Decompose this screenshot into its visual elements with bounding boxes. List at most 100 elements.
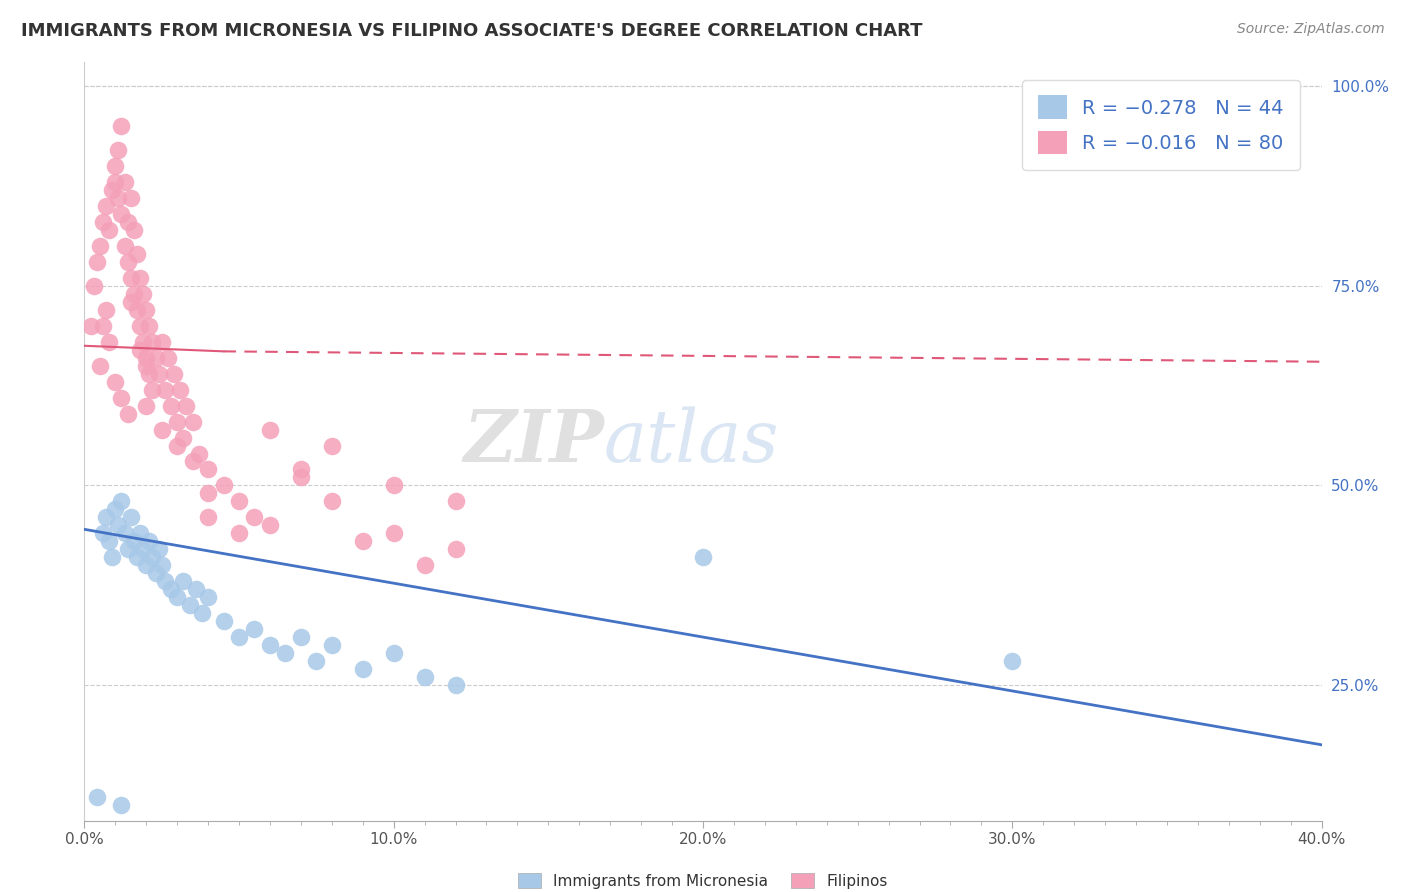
Point [274, 646, 297, 660]
Point [191, 606, 214, 620]
Point [305, 654, 328, 668]
Point [101, 183, 124, 197]
Point [160, 582, 183, 597]
Point [160, 399, 183, 413]
Point [444, 678, 467, 692]
Point [135, 302, 157, 317]
Point [94, 510, 117, 524]
Point [1001, 654, 1024, 668]
Point [259, 423, 281, 437]
Point [83, 279, 105, 293]
Point [79, 318, 101, 333]
Point [169, 383, 191, 397]
Point [172, 431, 194, 445]
Text: Source: ZipAtlas.com: Source: ZipAtlas.com [1237, 22, 1385, 37]
Point [179, 598, 201, 612]
Point [114, 175, 136, 189]
Point [138, 318, 160, 333]
Point [197, 510, 219, 524]
Point [129, 318, 152, 333]
Point [138, 534, 160, 549]
Point [184, 582, 207, 597]
Point [129, 526, 152, 541]
Point [107, 518, 129, 533]
Legend: Immigrants from Micronesia, Filipinos: Immigrants from Micronesia, Filipinos [510, 865, 896, 892]
Point [352, 534, 374, 549]
Point [259, 638, 281, 652]
Point [197, 590, 219, 604]
Point [413, 558, 436, 573]
Point [228, 526, 250, 541]
Point [120, 294, 142, 309]
Point [132, 334, 155, 349]
Point [181, 454, 204, 468]
Point [321, 494, 343, 508]
Point [259, 518, 281, 533]
Point [176, 399, 198, 413]
Point [86, 255, 108, 269]
Point [114, 239, 136, 253]
Point [290, 630, 312, 644]
Point [352, 662, 374, 676]
Point [117, 255, 139, 269]
Point [150, 423, 173, 437]
Point [114, 526, 136, 541]
Point [228, 630, 250, 644]
Point [129, 343, 152, 357]
Point [228, 494, 250, 508]
Point [166, 438, 188, 452]
Point [117, 407, 139, 421]
Point [107, 143, 129, 157]
Point [141, 334, 163, 349]
Point [104, 175, 127, 189]
Point [145, 351, 167, 365]
Point [120, 510, 142, 524]
Point [101, 550, 124, 565]
Point [104, 502, 127, 516]
Point [243, 510, 266, 524]
Point [382, 526, 405, 541]
Point [91, 215, 114, 229]
Point [141, 383, 163, 397]
Point [153, 383, 176, 397]
Point [98, 534, 121, 549]
Point [98, 223, 121, 237]
Point [290, 470, 312, 484]
Point [94, 302, 117, 317]
Point [187, 446, 209, 460]
Point [145, 566, 167, 581]
Point [382, 478, 405, 492]
Point [91, 318, 114, 333]
Point [129, 271, 152, 285]
Point [135, 399, 157, 413]
Point [290, 462, 312, 476]
Point [321, 438, 343, 452]
Point [122, 286, 145, 301]
Point [444, 542, 467, 557]
Text: atlas: atlas [605, 406, 779, 477]
Point [120, 271, 142, 285]
Point [148, 542, 170, 557]
Point [125, 302, 148, 317]
Point [150, 558, 173, 573]
Point [117, 542, 139, 557]
Point [125, 247, 148, 261]
Point [107, 191, 129, 205]
Point [110, 120, 132, 134]
Point [212, 478, 235, 492]
Point [135, 558, 157, 573]
Point [104, 375, 127, 389]
Point [148, 367, 170, 381]
Point [413, 670, 436, 684]
Point [89, 239, 111, 253]
Text: ZIP: ZIP [463, 406, 605, 477]
Point [243, 622, 266, 636]
Point [104, 159, 127, 173]
Point [110, 391, 132, 405]
Point [125, 550, 148, 565]
Point [141, 550, 163, 565]
Point [122, 534, 145, 549]
Text: IMMIGRANTS FROM MICRONESIA VS FILIPINO ASSOCIATE'S DEGREE CORRELATION CHART: IMMIGRANTS FROM MICRONESIA VS FILIPINO A… [21, 22, 922, 40]
Point [181, 415, 204, 429]
Point [91, 526, 114, 541]
